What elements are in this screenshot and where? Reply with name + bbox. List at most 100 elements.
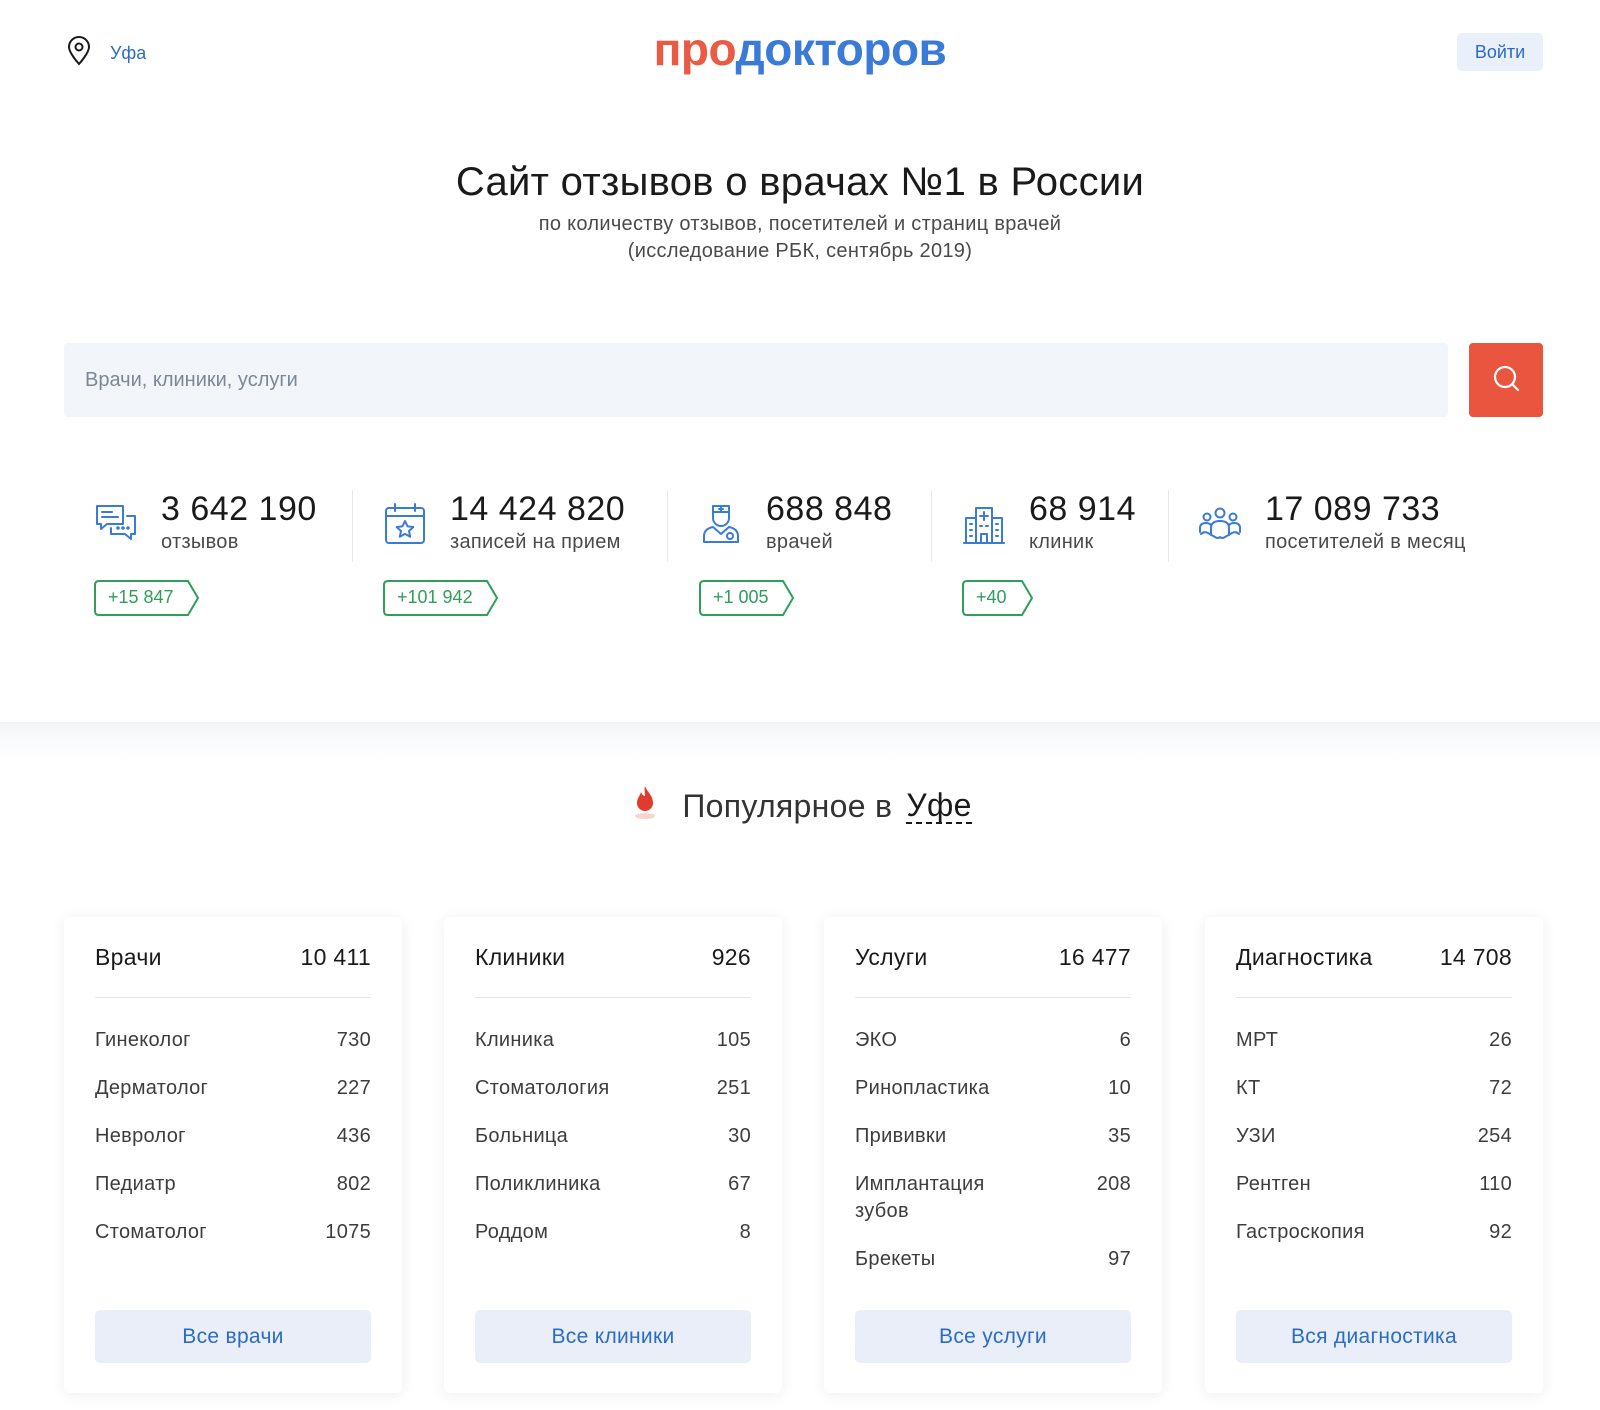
- list-item-label: ЭКО: [855, 1029, 898, 1051]
- list-item[interactable]: Клиника 105: [475, 1027, 751, 1054]
- list-item[interactable]: Гастроскопия 92: [1236, 1219, 1512, 1246]
- hero: Сайт отзывов о врачах №1 в России по кол…: [0, 160, 1600, 265]
- list-item[interactable]: Имплантация зубов 208: [855, 1171, 1131, 1225]
- list-item[interactable]: Прививки 35: [855, 1123, 1131, 1150]
- list-item-label: Роддом: [475, 1221, 549, 1243]
- stat-visitors-label: посетителей в месяц: [1265, 531, 1466, 553]
- card-count: 14 708: [1439, 943, 1512, 970]
- card-title[interactable]: Клиники: [475, 943, 566, 970]
- list-item[interactable]: Гинеколог 730: [95, 1027, 371, 1054]
- stat-doctors-delta: +1 005: [699, 580, 795, 616]
- all-clinics-button[interactable]: Все клиники: [475, 1310, 751, 1363]
- logo-part-1: про: [653, 23, 736, 75]
- list-item[interactable]: Стоматолог 1075: [95, 1219, 371, 1246]
- card-doctors: Врачи 10 411 Гинеколог 730 Дерматолог 227 …: [64, 917, 402, 1393]
- divider: [95, 997, 371, 998]
- header: Уфа продокторов Войти: [0, 0, 1600, 100]
- list-item-count: 26: [1489, 1029, 1512, 1051]
- list-item[interactable]: Невролог 436: [95, 1123, 371, 1150]
- divider: [855, 997, 1131, 998]
- card-count: 10 411: [300, 943, 371, 970]
- logo-part-2: докторов: [735, 23, 947, 75]
- list-item[interactable]: УЗИ 254: [1236, 1123, 1512, 1150]
- card-services: Услуги 16 477 ЭКО 6 Ринопластика 10 Привив…: [824, 917, 1162, 1393]
- list-item-label: Невролог: [95, 1125, 186, 1147]
- search-button[interactable]: [1469, 343, 1543, 417]
- city-label[interactable]: Уфа: [110, 43, 147, 63]
- list-item[interactable]: Рентген 110: [1236, 1171, 1512, 1198]
- visitors-icon: [1198, 502, 1242, 546]
- list-item-count: 92: [1489, 1221, 1512, 1243]
- stat-visitors-number: 17 089 733: [1265, 490, 1441, 528]
- stat-visitors: 17 089 733 посетителей в месяц: [1198, 480, 1528, 640]
- card-list: Клиника 105 Стоматология 251 Больница 30 По…: [475, 1027, 751, 1267]
- list-item-count: 251: [716, 1077, 751, 1099]
- stat-doctors: 688 848 врачей +1 005: [699, 480, 919, 640]
- stat-divider: [931, 490, 932, 562]
- flame-icon: [628, 782, 668, 830]
- list-item-count: 67: [728, 1173, 751, 1195]
- list-item-count: 105: [716, 1029, 751, 1051]
- list-item[interactable]: Роддом 8: [475, 1219, 751, 1246]
- clinic-building-icon: [962, 502, 1006, 546]
- list-item-label: Прививки: [855, 1125, 947, 1147]
- stat-appointments-label: записей на прием: [450, 531, 621, 553]
- search-input[interactable]: [64, 343, 1448, 417]
- list-item-count: 227: [336, 1077, 371, 1099]
- logo[interactable]: продокторов: [0, 22, 1600, 76]
- subtitle-line-1: по количеству отзывов, посетителей и стр…: [538, 213, 1062, 235]
- stats-bar: 3 642 190 отзывов +15 847 14 424 820 зап…: [0, 480, 1600, 640]
- all-doctors-button[interactable]: Все врачи: [95, 1310, 371, 1363]
- stat-clinics-delta: +40: [962, 580, 1034, 616]
- list-item[interactable]: Больница 30: [475, 1123, 751, 1150]
- list-item-count: 97: [1108, 1248, 1131, 1270]
- all-diagnostics-button[interactable]: Вся диагностика: [1236, 1310, 1512, 1363]
- page-subtitle: по количеству отзывов, посетителей и стр…: [0, 211, 1600, 265]
- location-pin-icon: [66, 36, 92, 71]
- stat-appointments-delta: +101 942: [383, 580, 499, 616]
- card-header: Услуги 16 477: [855, 937, 1131, 977]
- list-item[interactable]: Поликлиника 67: [475, 1171, 751, 1198]
- all-services-button[interactable]: Все услуги: [855, 1310, 1131, 1363]
- stat-doctors-label: врачей: [766, 531, 833, 553]
- stat-divider: [667, 490, 668, 562]
- list-item[interactable]: Дерматолог 227: [95, 1075, 371, 1102]
- card-list: Гинеколог 730 Дерматолог 227 Невролог 436 П…: [95, 1027, 371, 1267]
- stat-divider: [1168, 490, 1169, 562]
- list-item-count: 110: [1479, 1173, 1512, 1195]
- list-item-count: 730: [336, 1029, 371, 1051]
- popular-city-link[interactable]: Уфе: [906, 787, 972, 824]
- doctor-icon: [699, 502, 743, 546]
- reviews-icon: [94, 502, 138, 546]
- list-item-label: Рентген: [1236, 1173, 1311, 1195]
- list-item-count: 72: [1489, 1077, 1512, 1099]
- stat-appointments: 14 424 820 записей на прием +101 942: [383, 480, 663, 640]
- list-item-count: 6: [1119, 1029, 1131, 1051]
- list-item-label: Стоматология: [475, 1077, 610, 1099]
- popular-title-prefix: Популярное в: [682, 787, 893, 824]
- list-item-label: Имплантация зубов: [855, 1173, 985, 1222]
- stat-clinics-label: клиник: [1029, 531, 1094, 553]
- list-item-label: МРТ: [1236, 1029, 1279, 1051]
- card-title[interactable]: Диагностика: [1236, 943, 1373, 970]
- list-item-label: Брекеты: [855, 1248, 936, 1270]
- list-item-label: Дерматолог: [95, 1077, 209, 1099]
- stat-clinics: 68 914 клиник +40: [962, 480, 1162, 640]
- stat-appointments-delta-text: +101 942: [397, 587, 473, 607]
- list-item[interactable]: Ринопластика 10: [855, 1075, 1131, 1102]
- list-item[interactable]: Стоматология 251: [475, 1075, 751, 1102]
- card-header: Врачи 10 411: [95, 937, 371, 977]
- list-item[interactable]: Брекеты 97: [855, 1246, 1131, 1273]
- list-item[interactable]: МРТ 26: [1236, 1027, 1512, 1054]
- login-button[interactable]: Войти: [1457, 33, 1543, 71]
- card-title[interactable]: Врачи: [95, 943, 162, 970]
- card-count: 16 477: [1058, 943, 1131, 970]
- list-item[interactable]: ЭКО 6: [855, 1027, 1131, 1054]
- stat-reviews-delta-text: +15 847: [108, 587, 174, 607]
- list-item-label: Педиатр: [95, 1173, 176, 1195]
- card-title[interactable]: Услуги: [855, 943, 928, 970]
- stat-reviews-delta: +15 847: [94, 580, 200, 616]
- list-item[interactable]: КТ 72: [1236, 1075, 1512, 1102]
- list-item[interactable]: Педиатр 802: [95, 1171, 371, 1198]
- city-selector[interactable]: Уфа: [66, 36, 146, 71]
